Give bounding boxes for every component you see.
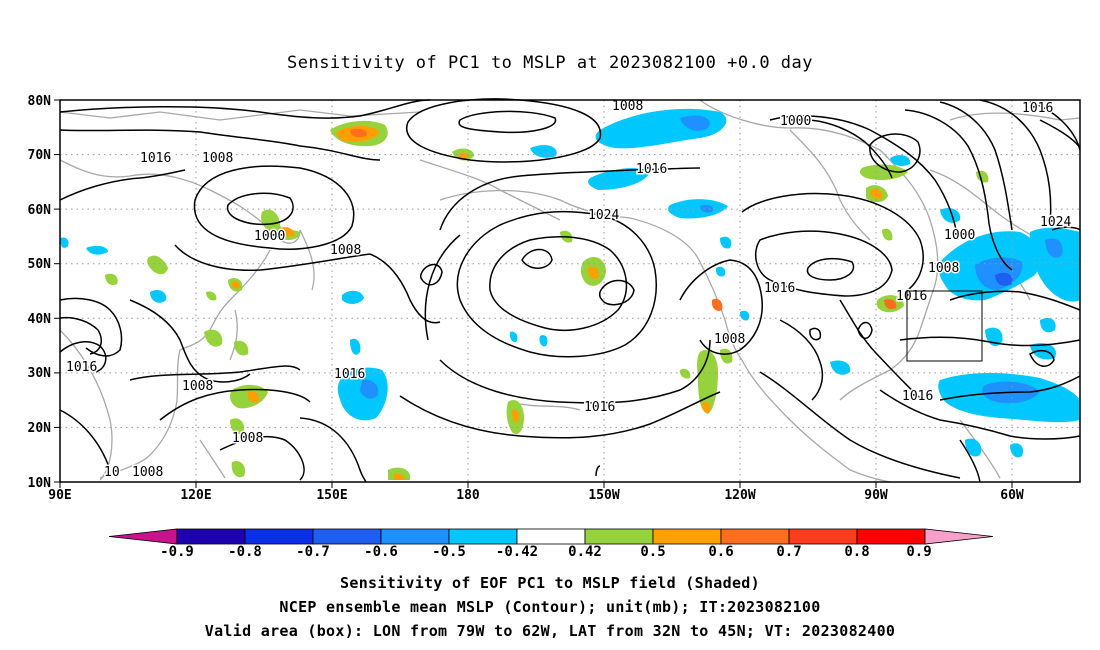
- colorbar-segment: [516, 528, 586, 545]
- colorbar-low-triangle: [108, 528, 178, 545]
- colorbar-label: 0.5: [640, 544, 665, 560]
- map-frame: [59, 99, 1081, 483]
- contour-label: 1016: [334, 367, 365, 382]
- contour-label: 1008: [330, 243, 361, 258]
- figure-title: Sensitivity of PC1 to MSLP at 2023082100…: [287, 53, 813, 73]
- contour-label: 1008: [612, 99, 643, 114]
- contour-label: 10: [104, 465, 120, 480]
- contour-label: 1016: [584, 400, 615, 415]
- lat-tick-label: 20N: [28, 421, 52, 436]
- colorbar-label: -0.8: [228, 544, 262, 560]
- longitude-labels: 90E 120E 150E 180 150W 120W 90W 60W: [48, 488, 1024, 503]
- contour-label: 1016: [1022, 101, 1053, 116]
- valid-area-box: [906, 290, 983, 362]
- lat-tick-label: 80N: [28, 94, 52, 109]
- contour-label: 1008: [132, 465, 163, 480]
- lon-tick-label: 150E: [316, 488, 347, 503]
- lon-tick-label: 120E: [180, 488, 211, 503]
- colorbar-label: -0.9: [160, 544, 194, 560]
- lat-tick-label: 60N: [28, 203, 52, 218]
- colorbar-segment: [652, 528, 722, 545]
- colorbar-segment: [720, 528, 790, 545]
- contour-label: 1008: [202, 151, 233, 166]
- lon-tick-label: 180: [456, 488, 480, 503]
- colorbar-segment: [584, 528, 654, 545]
- colorbar-label: 0.8: [844, 544, 869, 560]
- colorbar-segment: [312, 528, 382, 545]
- lon-tick-label: 120W: [724, 488, 755, 503]
- mslp-contours: [59, 98, 1081, 483]
- colorbar-label: -0.7: [296, 544, 330, 560]
- coastlines: [59, 99, 1081, 483]
- colorbar-segment: [448, 528, 518, 545]
- colorbar-label: -0.6: [364, 544, 398, 560]
- colorbar-segment: [856, 528, 926, 545]
- lat-tick-label: 30N: [28, 366, 52, 381]
- contour-label: 1008: [232, 431, 263, 446]
- contour-label: 1008: [714, 332, 745, 347]
- colorbar-label: -0.42: [496, 544, 538, 560]
- colorbar: [108, 528, 994, 545]
- colorbar-labels: -0.9 -0.8 -0.7 -0.6 -0.5 -0.42 0.42 0.5 …: [160, 544, 932, 560]
- colorbar-label: 0.42: [568, 544, 602, 560]
- colorbar-segment: [176, 528, 246, 545]
- contour-label: 1024: [588, 208, 619, 223]
- caption-line-1: Sensitivity of EOF PC1 to MSLP field (Sh…: [340, 574, 760, 592]
- contour-label: 1008: [928, 261, 959, 276]
- contour-label: 1000: [254, 229, 285, 244]
- map-panel: 1008 1016 1008 1000 1008 1016 1024 1000 …: [59, 98, 1081, 483]
- contour-labels: 1008 1016 1008 1000 1008 1016 1024 1000 …: [65, 98, 1073, 482]
- contour-label: 1008: [182, 379, 213, 394]
- lon-tick-label: 150W: [588, 488, 619, 503]
- caption-line-3: Valid area (box): LON from 79W to 62W, L…: [205, 622, 895, 640]
- contour-label: 1016: [636, 162, 667, 177]
- contour-label: 1016: [902, 389, 933, 404]
- colorbar-label: 0.6: [708, 544, 733, 560]
- lat-tick-label: 40N: [28, 312, 52, 327]
- colorbar-label: 0.7: [776, 544, 801, 560]
- contour-label: 1024: [1040, 215, 1071, 230]
- contour-label: 1016: [140, 151, 171, 166]
- caption-line-2: NCEP ensemble mean MSLP (Contour); unit(…: [279, 598, 820, 616]
- axis-ticks: [54, 99, 1013, 488]
- lat-tick-label: 70N: [28, 148, 52, 163]
- lon-tick-label: 90W: [864, 488, 888, 503]
- lon-tick-label: 90E: [48, 488, 71, 503]
- contour-label: 1016: [66, 360, 97, 375]
- colorbar-segment: [788, 528, 858, 545]
- latitude-labels: 80N 70N 60N 50N 40N 30N 20N 10N: [28, 94, 52, 491]
- contour-label: 1016: [896, 289, 927, 304]
- colorbar-segment: [244, 528, 314, 545]
- contour-label: 1016: [764, 281, 795, 296]
- colorbar-label: 0.9: [906, 544, 931, 560]
- contour-label: 1000: [944, 228, 975, 243]
- colorbar-high-triangle: [924, 528, 994, 545]
- colorbar-label: -0.5: [432, 544, 466, 560]
- contour-label: 1000: [780, 114, 811, 129]
- lon-tick-label: 60W: [1000, 488, 1024, 503]
- lat-tick-label: 50N: [28, 257, 52, 272]
- colorbar-segment: [380, 528, 450, 545]
- lat-tick-label: 10N: [28, 476, 52, 491]
